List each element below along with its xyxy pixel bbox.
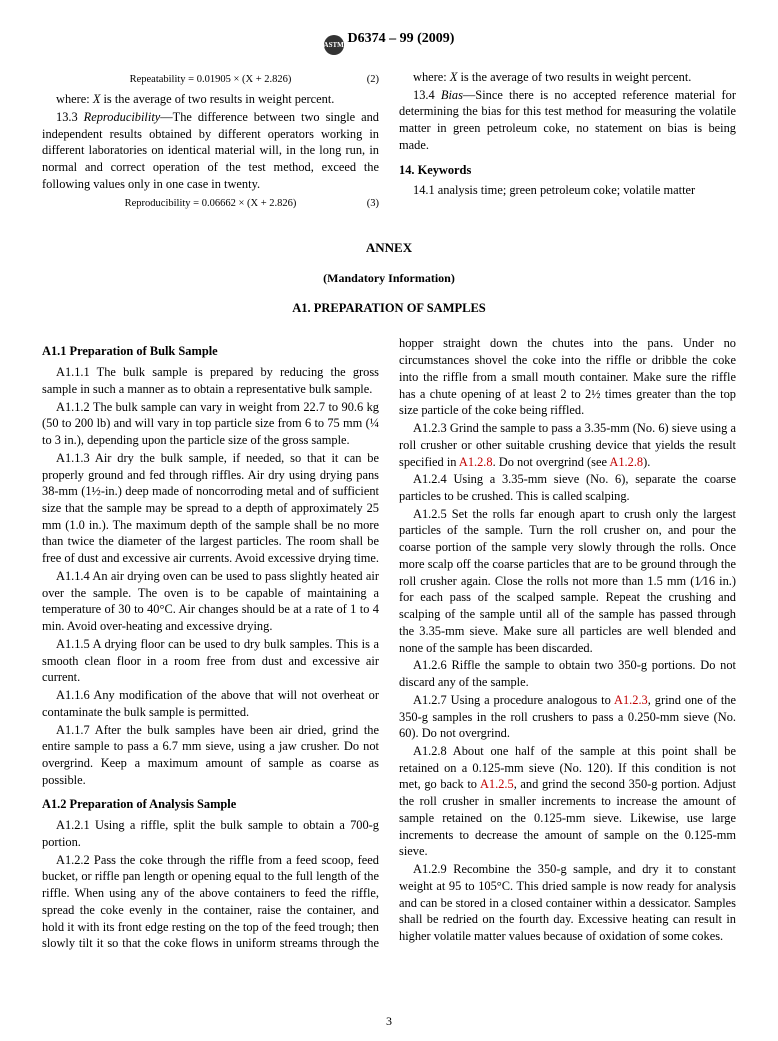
para-a111: A1.1.1 The bulk sample is prepared by re… bbox=[42, 364, 379, 397]
ref-a128-1[interactable]: A1.2.8 bbox=[459, 455, 493, 469]
page-header: ASTM D6374 – 99 (2009) bbox=[42, 30, 736, 55]
para-a114: A1.1.4 An air drying oven can be used to… bbox=[42, 568, 379, 635]
para-a124: A1.2.4 Using a 3.35-mm sieve (No. 6), se… bbox=[399, 471, 736, 504]
annex-columns: A1.1 Preparation of Bulk Sample A1.1.1 T… bbox=[42, 335, 736, 952]
para-a116: A1.1.6 Any modification of the above tha… bbox=[42, 687, 379, 720]
keywords-head: 14. Keywords bbox=[399, 162, 736, 179]
para-a125: A1.2.5 Set the rolls far enough apart to… bbox=[399, 506, 736, 657]
head-a1-1: A1.1 Preparation of Bulk Sample bbox=[42, 343, 379, 360]
equation-2: Repeatability = 0.01905 × (X + 2.826) (2… bbox=[42, 73, 379, 87]
para-a126: A1.2.6 Riffle the sample to obtain two 3… bbox=[399, 657, 736, 690]
ref-a125[interactable]: A1.2.5 bbox=[480, 777, 514, 791]
equation-3: Reproducibility = 0.06662 × (X + 2.826) … bbox=[42, 197, 379, 211]
para-a112: A1.1.2 The bulk sample can vary in weigh… bbox=[42, 399, 379, 449]
a123-b: . Do not overgrind (see bbox=[493, 455, 610, 469]
eq2-text: Repeatability = 0.01905 × (X + 2.826) bbox=[130, 74, 292, 85]
para-a113: A1.1.3 Air dry the bulk sample, if neede… bbox=[42, 450, 379, 567]
eq3-num: (3) bbox=[367, 197, 379, 211]
astm-logo: ASTM bbox=[324, 35, 344, 55]
para-a121: A1.2.1 Using a riffle, split the bulk sa… bbox=[42, 817, 379, 850]
para-13-3: 13.3 Reproducibility—The difference betw… bbox=[42, 109, 379, 193]
para-a115: A1.1.5 A drying floor can be used to dry… bbox=[42, 636, 379, 686]
ref-a128-2[interactable]: A1.2.8 bbox=[609, 455, 643, 469]
annex-section: A1. PREPARATION OF SAMPLES bbox=[42, 300, 736, 317]
keywords: 14.1 analysis time; green petroleum coke… bbox=[399, 182, 736, 199]
para-a127: A1.2.7 Using a procedure analogous to A1… bbox=[399, 692, 736, 742]
para-a128: A1.2.8 About one half of the sample at t… bbox=[399, 743, 736, 860]
para-a129: A1.2.9 Recombine the 350-g sample, and d… bbox=[399, 861, 736, 945]
annex-subtitle: (Mandatory Information) bbox=[42, 270, 736, 286]
head-a1-2: A1.2 Preparation of Analysis Sample bbox=[42, 796, 379, 813]
para-a123: A1.2.3 Grind the sample to pass a 3.35-m… bbox=[399, 420, 736, 470]
eq2-num: (2) bbox=[367, 73, 379, 87]
page-number: 3 bbox=[0, 1013, 778, 1029]
page: ASTM D6374 – 99 (2009) Repeatability = 0.… bbox=[0, 0, 778, 1041]
para-13-4: 13.4 Bias—Since there is no accepted ref… bbox=[399, 87, 736, 154]
para-a117: A1.1.7 After the bulk samples have been … bbox=[42, 722, 379, 789]
where-line-1: where: X is the average of two results i… bbox=[42, 91, 379, 108]
a123-c: ). bbox=[643, 455, 650, 469]
ref-a123[interactable]: A1.2.3 bbox=[614, 693, 648, 707]
top-columns: Repeatability = 0.01905 × (X + 2.826) (2… bbox=[42, 69, 736, 211]
eq3-text: Reproducibility = 0.06662 × (X + 2.826) bbox=[125, 198, 297, 209]
designation: D6374 – 99 (2009) bbox=[348, 31, 455, 46]
where-line-2: where: X is the average of two results i… bbox=[399, 69, 736, 86]
annex-title: ANNEX bbox=[42, 239, 736, 257]
a127-a: A1.2.7 Using a procedure analogous to bbox=[413, 693, 614, 707]
